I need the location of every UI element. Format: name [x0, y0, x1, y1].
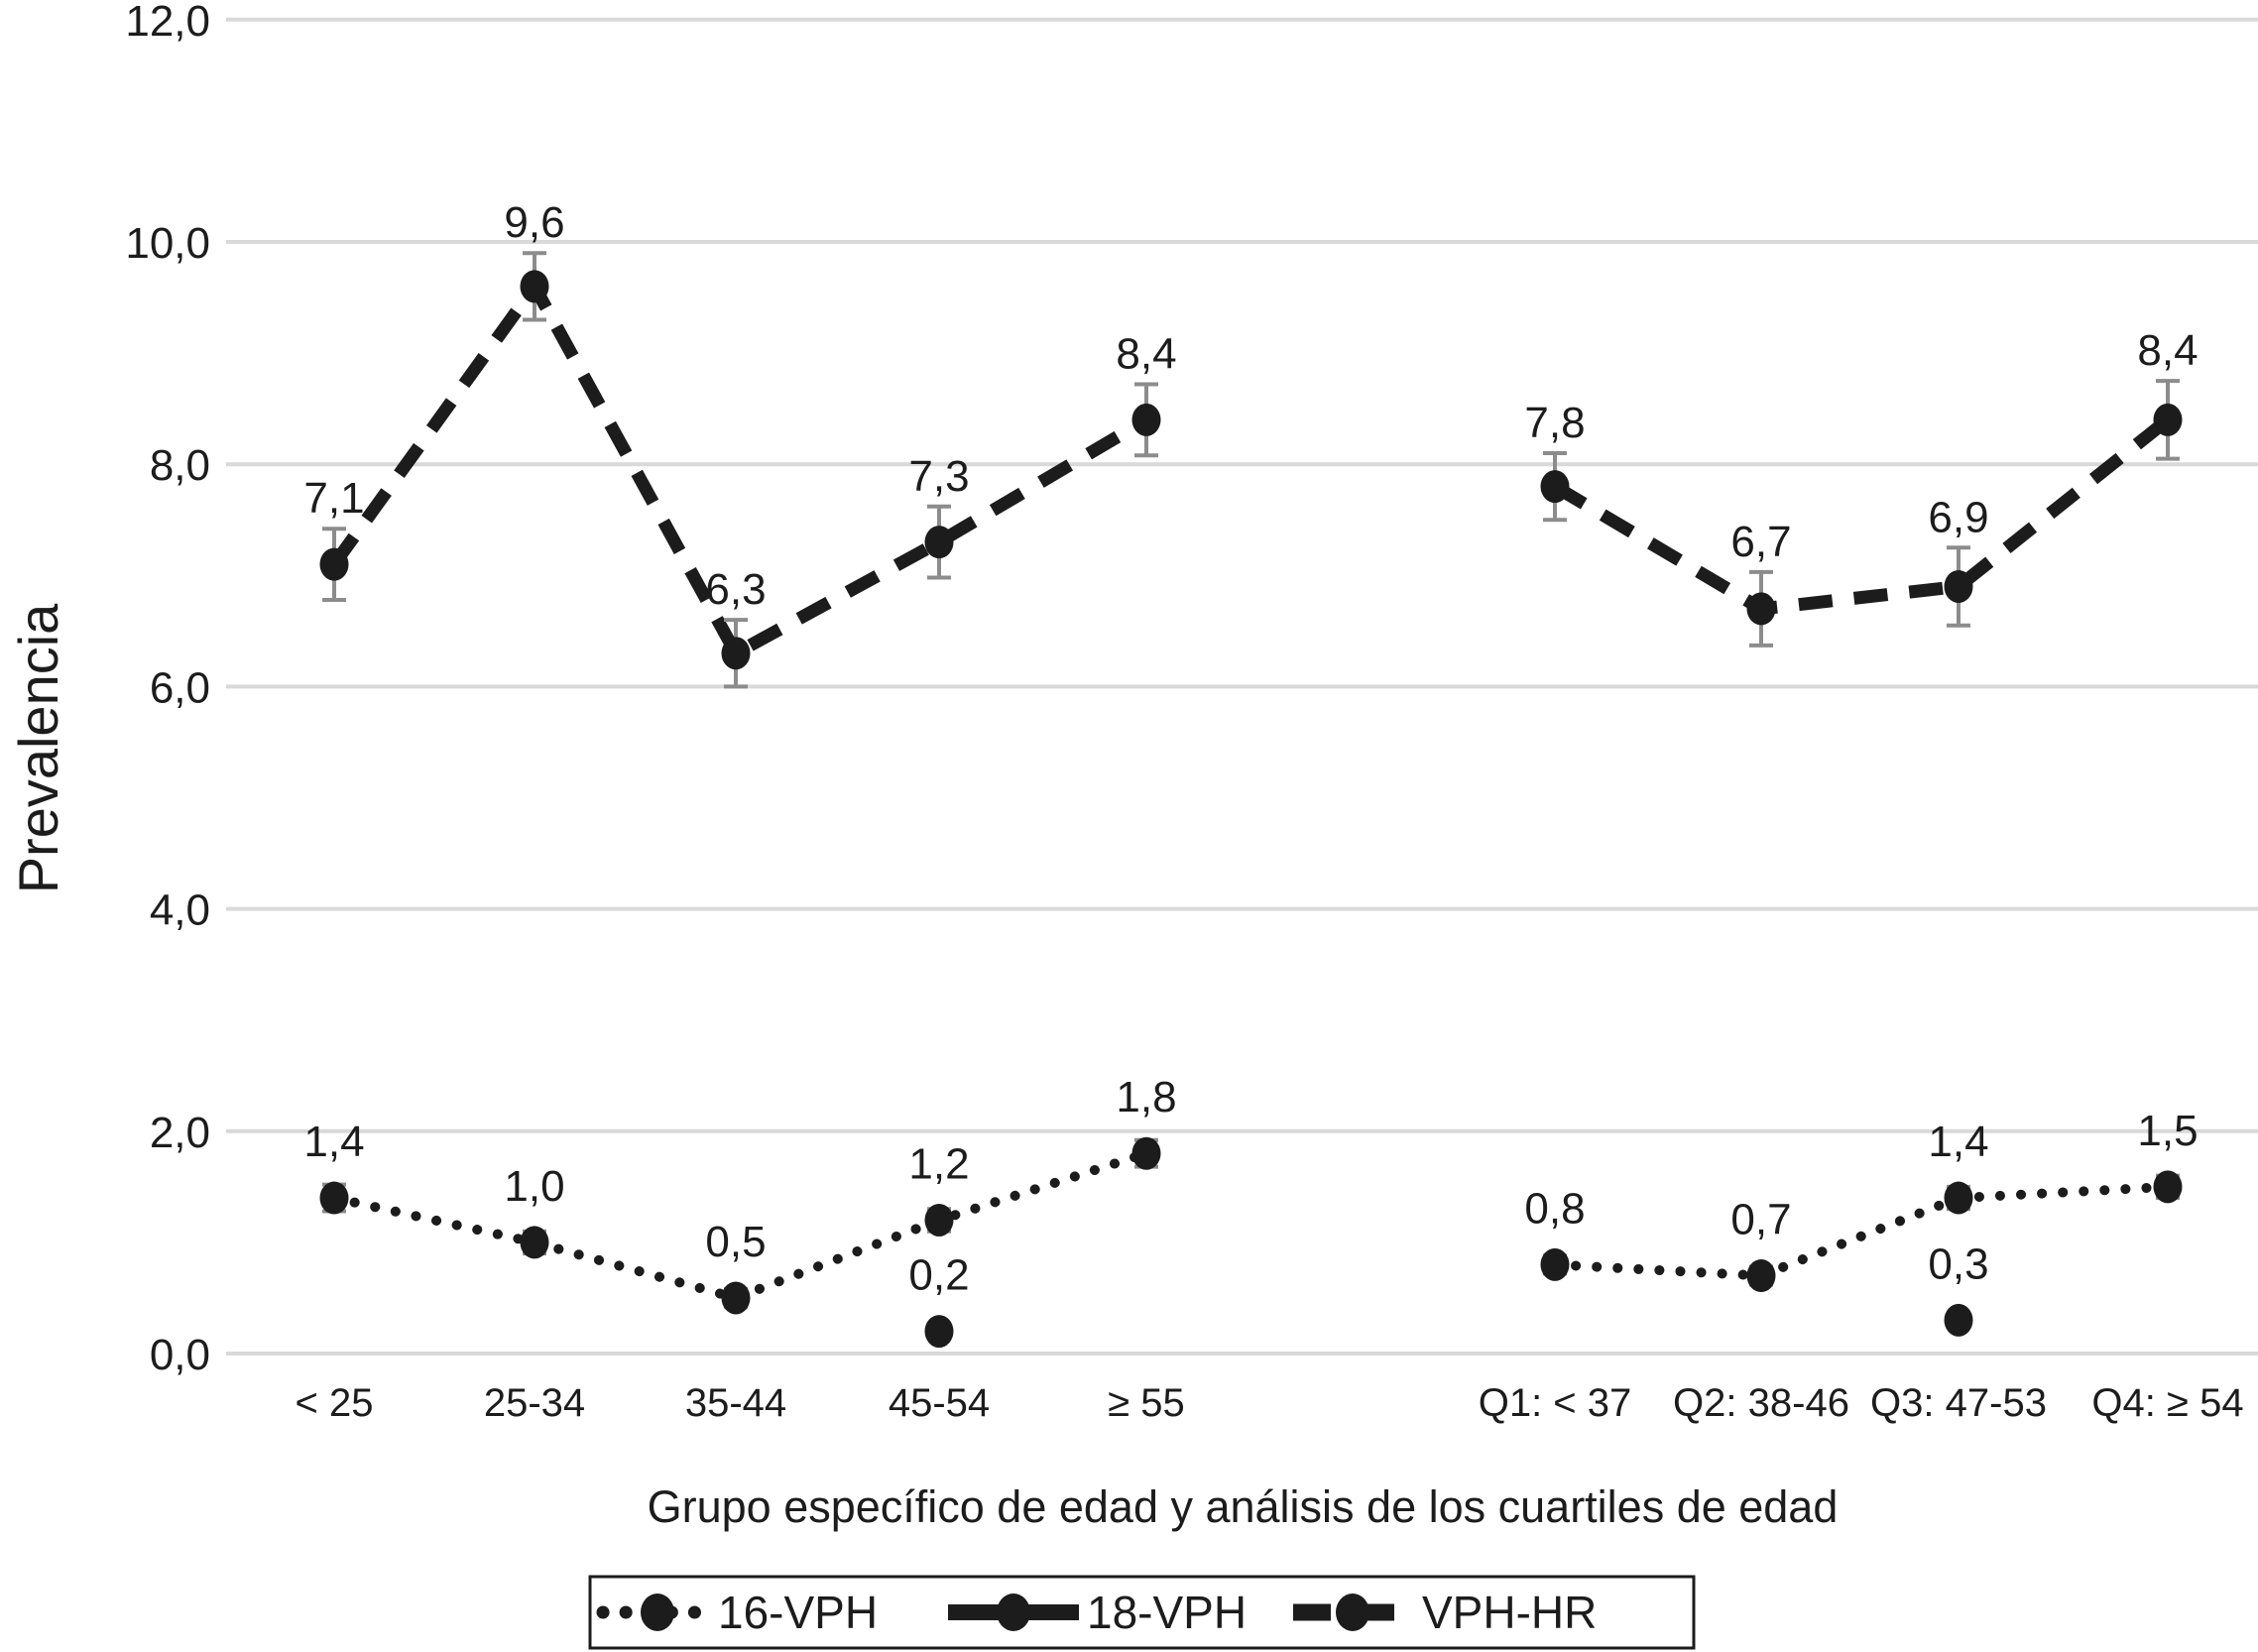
value-label: 6,7 — [1730, 518, 1791, 566]
data-point-marker — [1944, 1303, 1973, 1337]
legend-item-18-vph: 18-VPH — [948, 1587, 1247, 1638]
y-tick-label: 6,0 — [150, 663, 210, 712]
value-label: 8,4 — [1116, 329, 1176, 378]
x-tick-label: 35-44 — [685, 1381, 786, 1425]
series-line — [1551, 414, 2173, 616]
data-point-marker — [520, 1226, 549, 1259]
data-point-marker — [1746, 1259, 1776, 1293]
legend-item-16-vph: 16-VPH — [596, 1587, 878, 1638]
value-label: 0,2 — [908, 1251, 969, 1300]
data-point-marker — [721, 637, 751, 670]
series-vph-hr: 7,1 9,6 6,3 7,3 8,4 7,8 6,7 6,9 8,4 — [303, 198, 2199, 689]
data-point-marker — [1540, 1247, 1570, 1281]
x-axis-tick-labels: < 25 25-34 35-44 45-54 ≥ 55 Q1: < 37 Q2: 38-46… — [296, 1381, 2244, 1425]
y-axis-title: Prevalencia — [7, 603, 69, 893]
x-tick-label: 45-54 — [889, 1381, 990, 1425]
data-point-marker — [2153, 403, 2183, 436]
data-point-marker — [1540, 470, 1570, 504]
data-point-marker — [1944, 570, 1973, 604]
x-tick-label: < 25 — [296, 1381, 374, 1425]
legend-item-label: VPH-HR — [1422, 1587, 1597, 1638]
x-tick-label: Q4: ≥ 54 — [2091, 1381, 2243, 1425]
data-point-marker — [1131, 1136, 1161, 1170]
legend-item-label: 18-VPH — [1087, 1587, 1247, 1638]
value-label: 8,4 — [2137, 326, 2198, 375]
value-label: 1,8 — [1116, 1073, 1176, 1121]
series-16-vph: 1,4 1,0 0,5 1,2 1,8 0,8 0,7 1,4 1,5 — [303, 1073, 2199, 1315]
value-label: 1,2 — [908, 1139, 969, 1188]
x-tick-label: 25-34 — [484, 1381, 585, 1425]
y-tick-label: 10,0 — [125, 219, 210, 268]
value-label: 0,3 — [1928, 1239, 1988, 1288]
series-line — [1550, 1181, 2173, 1281]
x-tick-label: ≥ 55 — [1108, 1381, 1185, 1425]
y-tick-label: 8,0 — [150, 441, 210, 490]
x-axis-title: Grupo específico de edad y análisis de l… — [648, 1481, 1839, 1532]
value-label: 7,8 — [1524, 399, 1585, 447]
legend: 16-VPH 18-VPH VPH-HR — [588, 1575, 1696, 1650]
data-point-marker — [2153, 1170, 2183, 1204]
y-tick-label: 4,0 — [150, 886, 210, 935]
y-tick-label: 12,0 — [125, 0, 210, 46]
legend-item-label: 16-VPH — [718, 1587, 878, 1638]
data-point-marker — [721, 1281, 751, 1315]
value-label: 1,4 — [303, 1118, 364, 1166]
series-line — [328, 274, 1150, 662]
data-point-marker — [319, 547, 349, 581]
value-label: 0,5 — [705, 1218, 766, 1266]
x-tick-label: Q1: < 37 — [1479, 1381, 1632, 1425]
y-tick-label: 2,0 — [150, 1109, 210, 1157]
value-label: 0,8 — [1524, 1184, 1585, 1233]
y-tick-label: 0,0 — [150, 1331, 210, 1379]
legend-swatch-marker — [997, 1593, 1030, 1631]
data-point-marker — [1131, 403, 1161, 436]
x-tick-label: Q3: 47-53 — [1870, 1381, 2047, 1425]
data-point-marker — [520, 270, 549, 303]
value-label: 6,9 — [1928, 493, 1988, 541]
legend-box — [588, 1575, 1696, 1650]
x-tick-label: Q2: 38-46 — [1673, 1381, 1849, 1425]
gridlines — [226, 17, 2258, 1356]
legend-swatch-marker — [1336, 1593, 1369, 1631]
data-point-marker — [1944, 1181, 1973, 1215]
data-point-marker — [319, 1181, 349, 1215]
value-label: 0,7 — [1730, 1196, 1791, 1244]
value-label: 1,0 — [504, 1162, 564, 1211]
series-18-vph: 0,2 0,3 — [908, 1239, 1989, 1349]
value-label: 7,3 — [908, 452, 969, 501]
value-label: 6,3 — [705, 565, 766, 614]
value-label: 1,5 — [2137, 1107, 2198, 1155]
data-point-marker — [924, 1203, 954, 1237]
data-point-marker — [1746, 592, 1776, 626]
data-point-marker — [924, 1315, 954, 1349]
data-point-marker — [924, 526, 954, 559]
value-label: 7,1 — [303, 474, 364, 523]
legend-item-vph-hr: VPH-HR — [1293, 1587, 1597, 1638]
value-label: 1,4 — [1928, 1118, 1988, 1166]
value-label: 9,6 — [504, 198, 564, 247]
y-axis-tick-labels: 0,0 2,0 4,0 6,0 8,0 10,0 12,0 — [125, 0, 210, 1379]
legend-swatch-marker — [641, 1593, 674, 1631]
